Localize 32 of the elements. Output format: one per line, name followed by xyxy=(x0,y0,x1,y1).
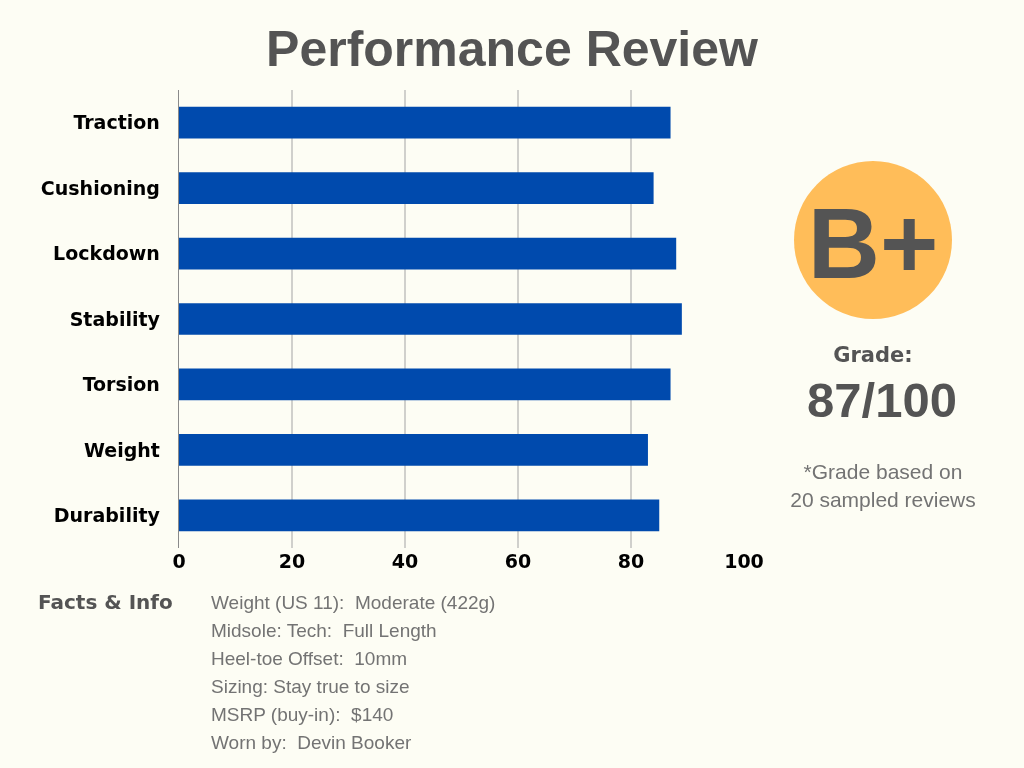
bar xyxy=(179,433,648,466)
text: Grade: xyxy=(832,342,914,367)
text: Sizing: Stay true to size xyxy=(211,675,410,697)
x-tick-label: 40 xyxy=(391,550,419,572)
y-tick-label: Weight xyxy=(84,438,160,461)
y-tick-label: Durability xyxy=(53,503,161,526)
text: B+ xyxy=(806,187,940,299)
bar xyxy=(179,172,654,205)
x-tick-label: 60 xyxy=(504,550,532,572)
x-tick-label: 100 xyxy=(724,550,764,572)
y-tick-label: Cushioning xyxy=(40,176,160,199)
x-tick-label: 80 xyxy=(617,550,645,572)
x-tick-label: 0 xyxy=(172,550,186,572)
bar xyxy=(179,237,677,270)
bar xyxy=(179,368,671,401)
y-tick-label: Traction xyxy=(73,111,160,134)
text: Weight (US 11): Moderate (422g) xyxy=(211,591,496,613)
text: Facts & Info xyxy=(38,590,173,615)
y-tick-label: Stability xyxy=(69,307,161,330)
bar xyxy=(179,499,660,532)
text: Midsole: Tech: Full Length xyxy=(211,619,437,641)
y-tick-label: Lockdown xyxy=(53,242,160,265)
bar xyxy=(179,303,682,335)
bar xyxy=(179,106,671,139)
text: *Grade based on 20 sampled reviews xyxy=(789,458,977,513)
x-tick-label: 20 xyxy=(278,550,306,572)
chart-title: Performance Review xyxy=(266,20,759,77)
y-tick-label: Torsion xyxy=(82,373,160,396)
text: Worn by: Devin Booker xyxy=(211,731,412,753)
text: Heel-toe Offset: 10mm xyxy=(211,647,408,669)
text: 87/100 xyxy=(806,372,958,427)
text: MSRP (buy-in): $140 xyxy=(211,703,394,725)
